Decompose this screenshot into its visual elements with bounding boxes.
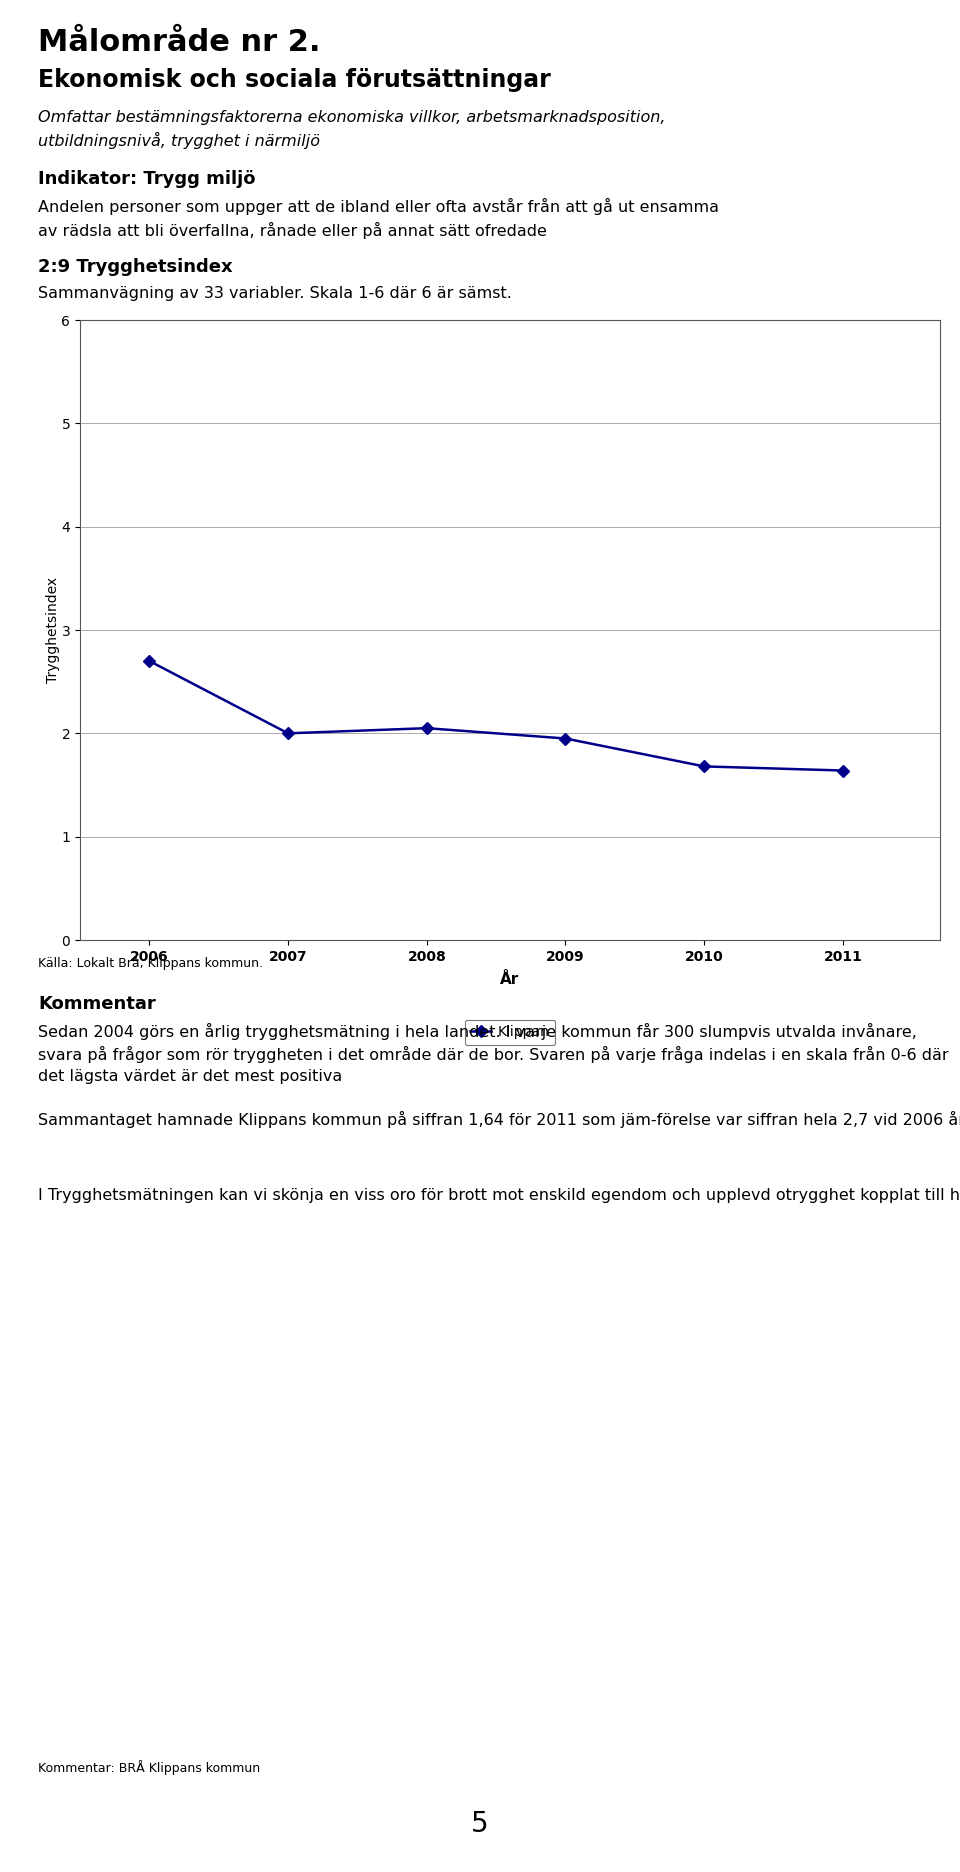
Text: Målområde nr 2.: Målområde nr 2. — [38, 28, 321, 56]
Text: Sammantaget hamnade Klippans kommun på siffran 1,64 för 2011 som jäm-förelse var: Sammantaget hamnade Klippans kommun på s… — [38, 1110, 960, 1129]
Text: Sedan 2004 görs en årlig trygghetsmätning i hela landet. I varje kommun får 300 : Sedan 2004 görs en årlig trygghetsmätnin… — [38, 1022, 948, 1084]
Text: Ekonomisk och sociala förutsättningar: Ekonomisk och sociala förutsättningar — [38, 67, 551, 92]
X-axis label: År: År — [500, 972, 519, 987]
Text: Omfattar bestämningsfaktorerna ekonomiska villkor, arbetsmarknadsposition,
utbil: Omfattar bestämningsfaktorerna ekonomisk… — [38, 110, 665, 150]
Y-axis label: Trygghetsindex: Trygghetsindex — [46, 577, 60, 683]
Text: Indikator: Trygg miljö: Indikator: Trygg miljö — [38, 170, 255, 187]
Text: Kommentar: Kommentar — [38, 996, 156, 1013]
Text: 5: 5 — [471, 1810, 489, 1838]
Text: Kommentar: BRÅ Klippans kommun: Kommentar: BRÅ Klippans kommun — [38, 1760, 260, 1775]
Legend: Klippan: Klippan — [465, 1020, 556, 1045]
Text: I Trygghetsmätningen kan vi skönja en viss oro för brott mot enskild egendom och: I Trygghetsmätningen kan vi skönja en vi… — [38, 1187, 960, 1204]
Text: Andelen personer som uppger att de ibland eller ofta avstår från att gå ut ensam: Andelen personer som uppger att de iblan… — [38, 198, 719, 240]
Text: Sammanvägning av 33 variabler. Skala 1-6 där 6 är sämst.: Sammanvägning av 33 variabler. Skala 1-6… — [38, 286, 512, 301]
Text: 2:9 Trygghetsindex: 2:9 Trygghetsindex — [38, 258, 232, 275]
Text: Källa: Lokalt Brå, Klippans kommun.: Källa: Lokalt Brå, Klippans kommun. — [38, 957, 263, 970]
